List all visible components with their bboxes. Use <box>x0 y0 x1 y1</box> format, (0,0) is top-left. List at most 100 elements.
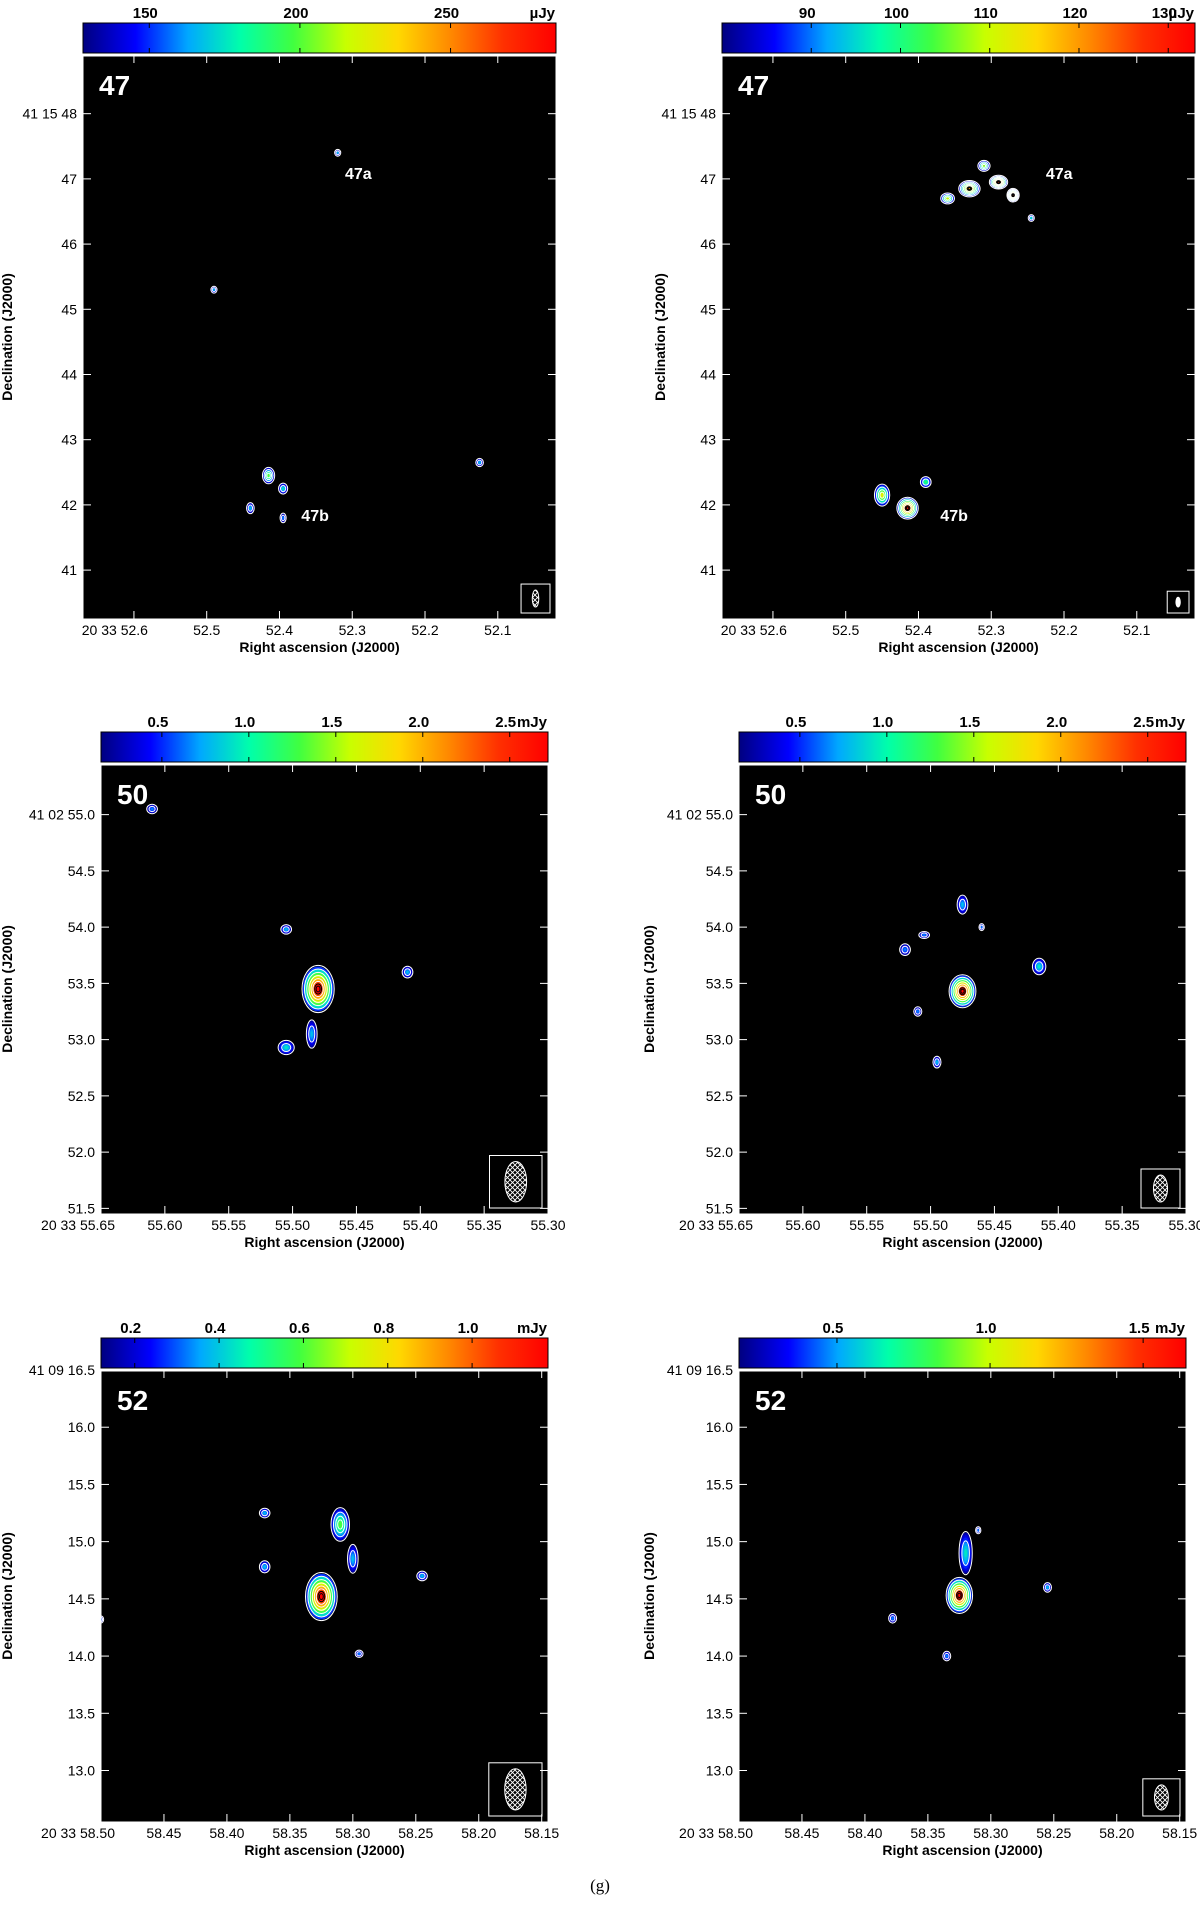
contour-line <box>318 1593 324 1601</box>
contour-line <box>401 965 414 979</box>
y-tick-label: 15.5 <box>68 1476 95 1492</box>
contour-line <box>308 975 328 1003</box>
contour-line <box>277 1039 295 1056</box>
contour-line <box>1011 193 1015 197</box>
contour-line <box>307 1575 336 1618</box>
x-tick-label: 58.35 <box>910 1825 945 1841</box>
colorbar-unit: mJy <box>1155 714 1186 731</box>
emission-source <box>334 148 342 157</box>
intensity-level <box>421 1575 424 1577</box>
contour-line <box>996 180 1001 185</box>
source-annotation: 47b <box>940 508 968 525</box>
contour-line <box>943 195 952 202</box>
y-axis-label: Declination (J2000) <box>641 1532 657 1660</box>
x-tick-label: 55.55 <box>849 1217 884 1233</box>
colorbar-tick-label: 0.5 <box>785 714 806 731</box>
x-tick-label: 20 33 55.65 <box>41 1217 115 1233</box>
colorbar-tick-label: 90 <box>799 5 816 22</box>
contour-line <box>309 1579 334 1614</box>
contour-line <box>954 1589 965 1602</box>
y-tick-label: 47 <box>61 171 77 187</box>
contour-line <box>958 898 967 911</box>
contour-line <box>957 985 968 998</box>
colorbar-unit: mJy <box>1155 1320 1186 1337</box>
x-tick-label: 52.1 <box>1123 622 1150 638</box>
contour-line <box>873 483 891 507</box>
contour-line <box>959 181 979 197</box>
emission-source <box>978 923 985 932</box>
contour-line <box>354 1649 364 1658</box>
x-tick-label: 55.40 <box>403 1217 438 1233</box>
emission-source <box>956 894 969 915</box>
colorbar-tick-label: 1.0 <box>872 714 893 731</box>
intensity-level <box>249 507 252 510</box>
contour-line <box>311 1582 331 1611</box>
chart-panel-6: 0.5 1.0 1.5 mJy 52 20 33 58.50 58.45 58.40 58.35… <box>641 1320 1197 1858</box>
contour-line <box>962 183 976 194</box>
field-label: 52 <box>117 1385 148 1416</box>
contour-line <box>476 459 483 466</box>
emission-source <box>1031 957 1047 976</box>
contour-line <box>954 981 971 1002</box>
beam-ellipse <box>1152 1174 1169 1203</box>
y-tick-label: 41 02 55.0 <box>29 807 95 823</box>
contour-line <box>961 1540 970 1566</box>
emission-layer <box>888 1526 1052 1662</box>
contour-line <box>966 186 973 191</box>
contour-line <box>981 163 987 168</box>
colorbar-tick-label: 1.5 <box>959 714 980 731</box>
x-tick-label: 58.30 <box>973 1825 1008 1841</box>
contour-line <box>960 988 965 994</box>
intensity-level <box>946 197 949 200</box>
intensity-level <box>880 492 884 498</box>
contour-line <box>902 502 913 514</box>
contour-line <box>1008 189 1018 201</box>
x-tick-label: 52.3 <box>339 622 366 638</box>
y-tick-label: 52.5 <box>706 1088 733 1104</box>
intensity-level <box>1037 964 1041 969</box>
intensity-level <box>338 1521 343 1528</box>
contour-line <box>978 161 989 171</box>
contour-line <box>279 512 287 524</box>
contour-line <box>944 1652 950 1660</box>
emission-source <box>258 1560 271 1574</box>
contour-line <box>991 176 1006 188</box>
emission-source <box>975 1526 982 1535</box>
colorbar <box>82 22 557 54</box>
x-axis-label: Right ascension (J2000) <box>244 1234 404 1250</box>
contour-line <box>953 1587 966 1604</box>
colorbar-tick-label: 0.8 <box>373 1320 394 1337</box>
x-tick-label: 55.60 <box>785 1217 820 1233</box>
contour-line <box>956 894 969 915</box>
colorbar <box>100 731 549 763</box>
intensity-level <box>151 808 154 810</box>
beam-ellipse <box>504 1768 527 1811</box>
emission-source <box>945 1576 974 1614</box>
y-axis-label: Declination (J2000) <box>0 1532 15 1660</box>
contour-line <box>1031 957 1047 976</box>
contour-line <box>990 175 1007 189</box>
contour-line <box>932 1055 942 1069</box>
x-tick-label: 58.20 <box>461 1825 496 1841</box>
intensity-level <box>310 1031 313 1037</box>
y-tick-label: 41 <box>61 562 77 578</box>
contour-line <box>315 985 321 993</box>
x-tick-label: 55.60 <box>147 1217 182 1233</box>
contour-line <box>258 1560 271 1574</box>
colorbar-tick-label: 130 <box>1152 5 1177 22</box>
intensity-level <box>981 926 983 928</box>
emission-source <box>258 1507 271 1519</box>
emission-source <box>977 159 991 172</box>
contour-line <box>950 976 975 1006</box>
emission-source <box>913 1006 923 1017</box>
contour-line <box>301 964 335 1014</box>
y-tick-label: 13.5 <box>68 1705 95 1721</box>
contour-line <box>334 148 342 157</box>
intensity-level <box>284 1046 288 1049</box>
x-tick-label: 58.15 <box>1162 1825 1197 1841</box>
contour-line <box>919 476 932 489</box>
y-tick-label: 15.5 <box>706 1476 733 1492</box>
emission-layer <box>873 159 1035 520</box>
intensity-level <box>263 1565 266 1569</box>
